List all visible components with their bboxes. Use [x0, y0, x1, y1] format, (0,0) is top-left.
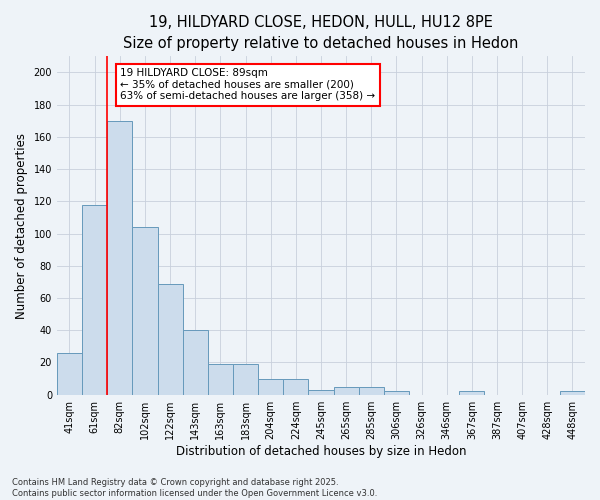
Bar — [283, 378, 308, 394]
Bar — [107, 121, 133, 394]
Bar — [359, 386, 384, 394]
Bar — [560, 392, 585, 394]
Text: Contains HM Land Registry data © Crown copyright and database right 2025.
Contai: Contains HM Land Registry data © Crown c… — [12, 478, 377, 498]
Bar — [158, 284, 182, 395]
Bar — [82, 204, 107, 394]
Y-axis label: Number of detached properties: Number of detached properties — [15, 132, 28, 318]
X-axis label: Distribution of detached houses by size in Hedon: Distribution of detached houses by size … — [176, 444, 466, 458]
Bar — [233, 364, 258, 394]
Bar — [459, 392, 484, 394]
Bar — [133, 227, 158, 394]
Bar — [258, 378, 283, 394]
Bar — [308, 390, 334, 394]
Bar — [182, 330, 208, 394]
Bar — [57, 353, 82, 395]
Bar — [208, 364, 233, 394]
Text: 19 HILDYARD CLOSE: 89sqm
← 35% of detached houses are smaller (200)
63% of semi-: 19 HILDYARD CLOSE: 89sqm ← 35% of detach… — [120, 68, 376, 102]
Bar — [334, 386, 359, 394]
Bar — [384, 392, 409, 394]
Title: 19, HILDYARD CLOSE, HEDON, HULL, HU12 8PE
Size of property relative to detached : 19, HILDYARD CLOSE, HEDON, HULL, HU12 8P… — [123, 15, 518, 51]
